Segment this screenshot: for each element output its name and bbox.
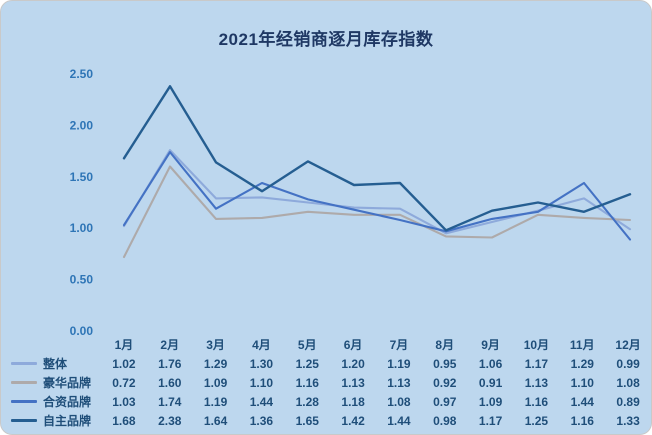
value-cell: 1.16: [570, 413, 594, 428]
series-name: 合资品牌: [43, 395, 92, 409]
month-header: 12月: [615, 338, 641, 352]
value-cell: 1.29: [203, 356, 228, 371]
table-corner-cell: [1, 335, 101, 354]
value-cell: 1.13: [387, 375, 411, 390]
value-cell: 0.72: [112, 375, 136, 390]
month-header: 9月: [481, 338, 500, 352]
value-cell: 1.02: [112, 356, 136, 371]
series-name: 自主品牌: [43, 414, 92, 428]
value-cell: 1.06: [478, 356, 503, 371]
series-label-cell: 整体: [1, 354, 101, 373]
legend-line-icon: [11, 419, 37, 422]
value-cell: 1.44: [570, 394, 594, 409]
value-cell: 1.33: [616, 413, 640, 428]
series-label-cell: 合资品牌: [1, 392, 101, 411]
value-cell: 1.17: [478, 413, 503, 428]
value-cell: 1.08: [616, 375, 640, 390]
value-cell: 0.89: [616, 394, 640, 409]
value-cell: 1.13: [341, 375, 365, 390]
value-cell: 1.18: [341, 394, 365, 409]
value-cell: 1.20: [341, 356, 365, 371]
legend-line-icon: [11, 381, 37, 384]
month-header: 5月: [297, 338, 317, 352]
line-chart: 0.00 0.50 1.00 1.50 2.00 2.50: [70, 67, 632, 338]
value-cell: 1.60: [158, 375, 182, 390]
value-cell: 0.98: [433, 413, 457, 428]
value-cell: 1.42: [341, 413, 365, 428]
value-cell: 1.09: [478, 394, 503, 409]
series-line-3: [122, 85, 632, 232]
y-axis-tick-label: 1.00: [70, 221, 94, 235]
value-cell: 0.95: [433, 356, 457, 371]
value-cell: 1.44: [249, 394, 274, 409]
value-cell: 0.99: [616, 356, 640, 371]
value-cell: 1.19: [387, 356, 411, 371]
series-name: 豪华品牌: [43, 376, 92, 390]
series-name: 整体: [43, 357, 68, 371]
legend-line-icon: [11, 400, 37, 403]
value-cell: 1.28: [295, 394, 319, 409]
data-table: 1月 2月 3月 4月 5月 6月 7月 8月 9月 10月 11月 12月整体 1.02 1.76 1.2…: [1, 335, 651, 430]
value-cell: 1.19: [203, 394, 228, 409]
value-cell: 1.29: [570, 356, 594, 371]
value-cell: 1.13: [524, 375, 549, 390]
month-header: 2月: [160, 338, 180, 352]
value-cell: 1.08: [387, 394, 411, 409]
series-line-0: [122, 149, 632, 235]
value-cell: 1.76: [158, 356, 182, 371]
month-header: 6月: [343, 338, 363, 352]
series-label-cell: 豪华品牌: [1, 373, 101, 392]
value-cell: 1.36: [249, 413, 274, 428]
y-axis-tick-label: 1.50: [70, 170, 94, 184]
series-label-cell: 自主品牌: [1, 411, 101, 430]
chart-title: 2021年经销商逐月库存指数: [218, 30, 434, 49]
y-axis-tick-label: 2.50: [70, 67, 94, 81]
value-cell: 1.10: [570, 375, 594, 390]
value-cell: 1.65: [295, 413, 319, 428]
value-cell: 0.91: [478, 375, 503, 390]
month-header: 10月: [523, 338, 550, 352]
month-header: 3月: [206, 338, 225, 352]
value-cell: 1.03: [112, 394, 136, 409]
month-header: 1月: [114, 338, 134, 352]
value-cell: 1.68: [112, 413, 136, 428]
y-axis-tick-label: 0.00: [70, 324, 94, 338]
value-cell: 1.16: [295, 375, 319, 390]
value-cell: 1.74: [158, 394, 182, 409]
value-cell: 1.30: [249, 356, 274, 371]
y-axis-tick-label: 2.00: [70, 118, 94, 132]
value-cell: 0.92: [433, 375, 457, 390]
value-cell: 1.16: [524, 394, 549, 409]
value-cell: 1.25: [524, 413, 549, 428]
value-cell: 1.10: [249, 375, 274, 390]
value-cell: 2.38: [158, 413, 182, 428]
series-line-2: [122, 151, 632, 241]
month-header: 7月: [389, 338, 409, 352]
value-cell: 1.25: [295, 356, 319, 371]
value-cell: 0.97: [433, 394, 457, 409]
value-cell: 1.64: [203, 413, 228, 428]
month-header: 8月: [435, 338, 455, 352]
value-cell: 1.44: [387, 413, 411, 428]
month-header: 11月: [569, 338, 595, 352]
y-axis-tick-label: 0.50: [70, 273, 94, 287]
month-header: 4月: [252, 338, 271, 352]
value-cell: 1.09: [203, 375, 228, 390]
value-cell: 1.17: [524, 356, 549, 371]
legend-line-icon: [11, 362, 37, 365]
